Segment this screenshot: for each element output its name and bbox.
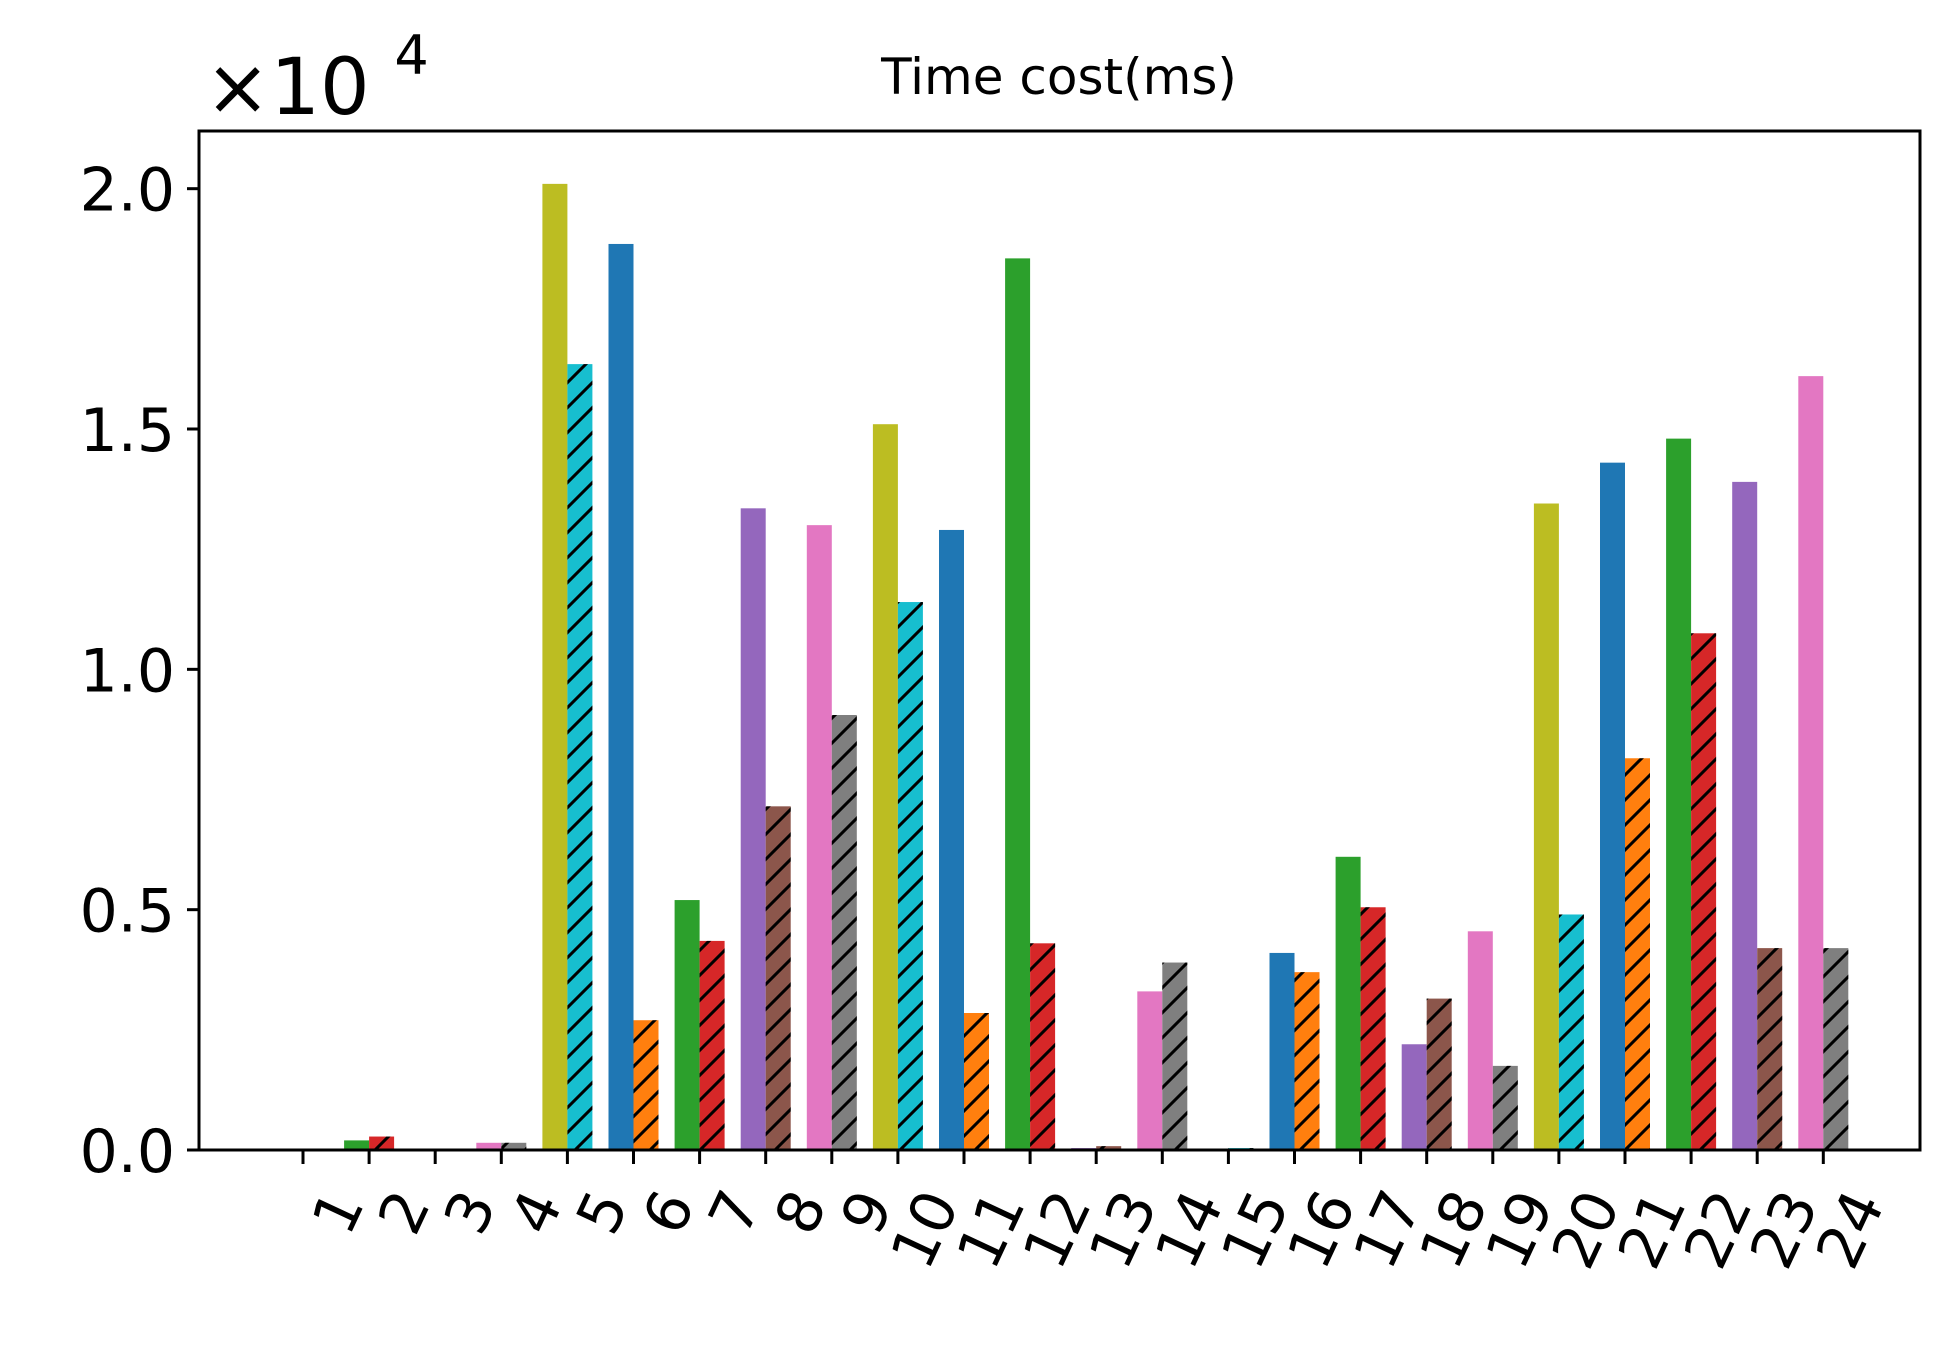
bar-hatch-4: [501, 1142, 527, 1150]
bar-hatch-24: [1823, 948, 1849, 1150]
y-axis: 0.0 0.5 1.0 1.5 2.0: [80, 156, 199, 1187]
bars-layer: [344, 183, 1849, 1151]
bar-5-left: [542, 183, 568, 1151]
y-tick-label: 0.5: [80, 877, 175, 947]
bar-hatch-5: [567, 364, 593, 1151]
bar-hatch-18: [1426, 998, 1452, 1150]
bar-hatch-19: [1492, 1065, 1518, 1150]
bar-24-left: [1798, 376, 1824, 1150]
y-offset-exponent: 4: [394, 24, 428, 87]
bar-20-left: [1533, 503, 1559, 1150]
y-offset-label: ×10 4: [205, 24, 429, 133]
y-tick-label: 0.0: [80, 1117, 175, 1187]
bar-10-left: [872, 424, 898, 1150]
y-tick-label: 2.0: [80, 156, 175, 226]
bar-7-left: [674, 900, 700, 1150]
bar-hatch-9: [831, 715, 857, 1150]
chart-title: Time cost(ms): [880, 48, 1237, 106]
bar-22-left: [1666, 438, 1692, 1150]
bar-hatch-20: [1558, 914, 1584, 1150]
bar-hatch-6: [633, 1020, 659, 1150]
bar-hatch-10: [897, 602, 923, 1150]
y-tick-label: 1.5: [80, 396, 175, 466]
bar-8-left: [740, 508, 766, 1151]
bar-16-left: [1269, 952, 1295, 1150]
bar-2-left: [344, 1140, 370, 1150]
bar-hatch-8: [765, 806, 791, 1150]
bar-hatch-21: [1625, 758, 1650, 1150]
bar-hatch-7: [699, 940, 725, 1150]
bar-18-left: [1401, 1044, 1427, 1150]
bar-23-left: [1732, 481, 1758, 1150]
bar-hatch-12: [1030, 943, 1056, 1150]
bar-hatch-17: [1360, 907, 1386, 1150]
x-tick-label: 24: [1803, 1180, 1899, 1279]
bar-19-left: [1467, 931, 1493, 1150]
bar-12-left: [1005, 258, 1031, 1150]
bar-9-left: [806, 525, 832, 1150]
bar-14-left: [1137, 991, 1163, 1150]
bar-hatch-11: [964, 1013, 989, 1150]
bar-hatch-14: [1162, 962, 1188, 1150]
bar-21-left: [1600, 462, 1625, 1151]
y-offset-base: ×10: [205, 43, 370, 133]
bar-6-left: [608, 243, 634, 1150]
y-tick-label: 1.0: [80, 636, 175, 706]
bar-hatch-2: [369, 1136, 395, 1150]
bar-4-left: [476, 1142, 502, 1150]
bar-17-left: [1335, 856, 1361, 1150]
bar-hatch-16: [1294, 972, 1320, 1150]
bar-11-left: [939, 529, 964, 1150]
plot-frame: [197, 129, 1922, 1152]
bar-hatch-23: [1757, 948, 1783, 1150]
bar-hatch-13: [1096, 1146, 1122, 1150]
bar-hatch-22: [1691, 633, 1717, 1150]
